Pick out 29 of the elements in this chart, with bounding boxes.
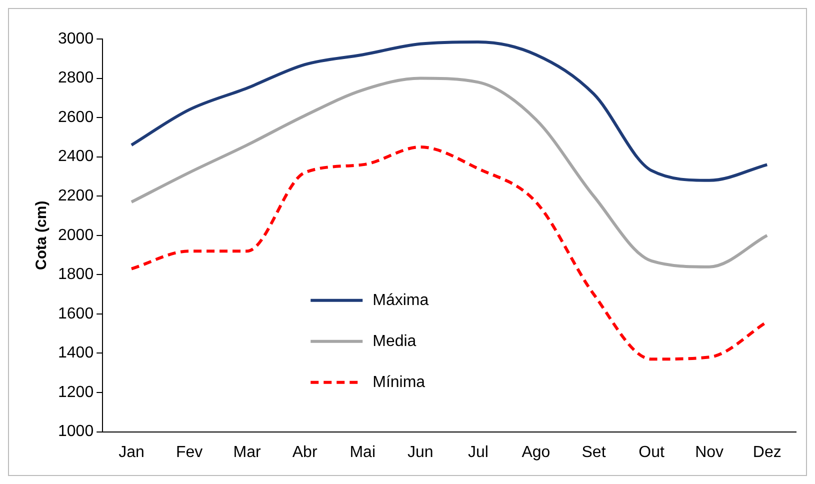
line-series	[130, 40, 769, 182]
x-tick-label: Out	[638, 444, 665, 461]
y-tick-label: 3000	[58, 30, 94, 48]
x-tick-label: Nov	[695, 444, 724, 461]
x-tick-label: Mai	[350, 444, 376, 461]
legend-label: Mínima	[372, 374, 426, 391]
y-tick-label: 2800	[58, 70, 94, 87]
y-tick-label: 1800	[58, 266, 94, 284]
legend-label: Máxima	[372, 292, 429, 309]
x-tick-label: Jul	[468, 444, 488, 461]
x-tick-label: Ago	[522, 444, 550, 461]
y-tick-label: 1200	[58, 384, 94, 401]
y-axis-title: Cota (cm)	[33, 200, 50, 270]
y-tick-label: 2000	[58, 226, 94, 244]
x-tick-label: Abr	[292, 444, 318, 461]
y-tick-label: 2200	[58, 188, 94, 205]
legend-label: Media	[372, 332, 416, 350]
y-tick-label: 1400	[58, 344, 94, 362]
y-tick-label: 2400	[58, 148, 94, 166]
x-tick-label: Fev	[176, 444, 203, 461]
x-tick-label: Mar	[233, 444, 262, 461]
y-tick-label: 2600	[58, 108, 94, 126]
line-series	[130, 76, 769, 268]
x-tick-label: Set	[582, 444, 606, 461]
y-tick-label: 1600	[58, 305, 94, 322]
y-tick-label: 1000	[58, 423, 94, 440]
x-tick-label: Jan	[118, 444, 144, 461]
x-tick-label: Dez	[752, 444, 782, 461]
x-tick-label: Jun	[408, 444, 434, 461]
